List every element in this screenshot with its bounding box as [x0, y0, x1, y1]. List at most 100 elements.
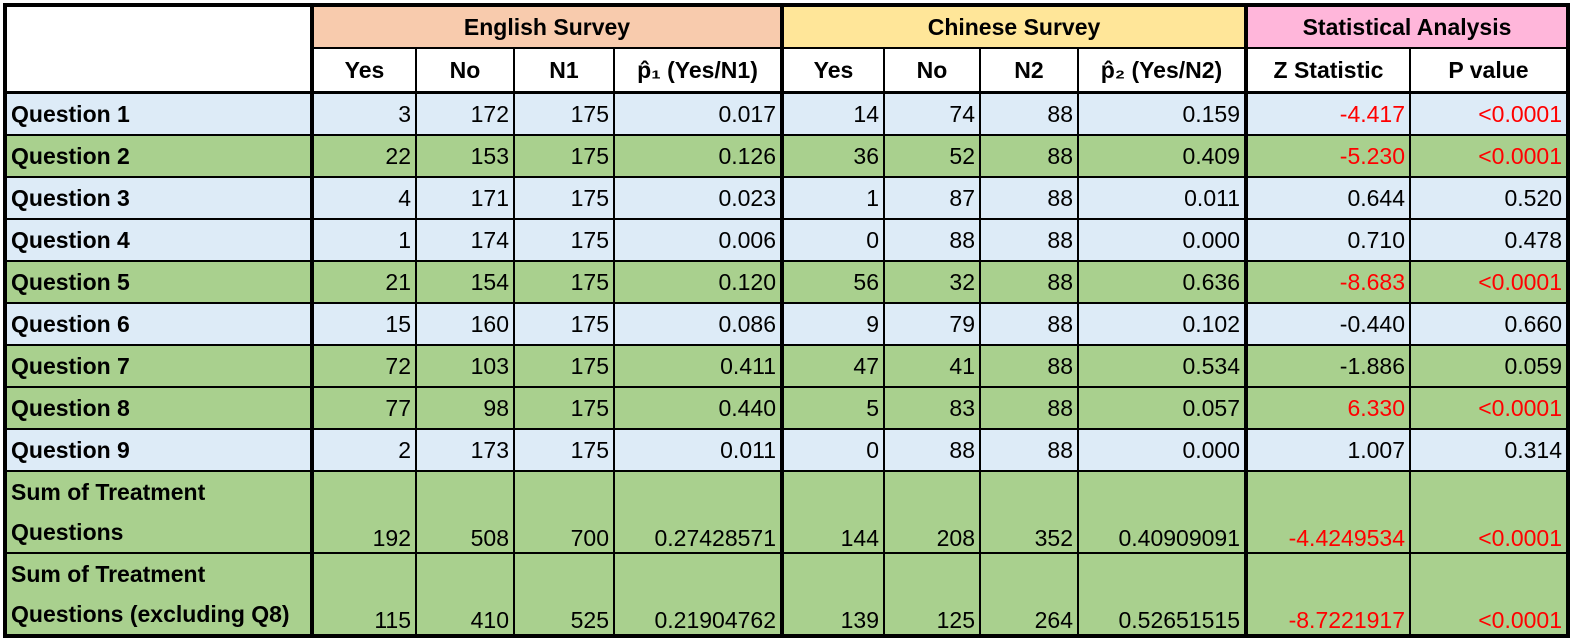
- row-label: Question 5: [4, 260, 313, 304]
- table-cell: 0: [780, 218, 885, 262]
- row-label: Question 3: [4, 176, 313, 220]
- table-cell: 175: [513, 176, 615, 220]
- table-cell: 0.120: [613, 260, 783, 304]
- column-header: N2: [979, 47, 1079, 94]
- table-cell: 154: [415, 260, 515, 304]
- table-cell: 192: [310, 470, 417, 554]
- table-cell: 4: [310, 176, 417, 220]
- table-cell: 0.057: [1077, 386, 1247, 430]
- column-header: P value: [1409, 47, 1569, 94]
- table-cell: 115: [310, 552, 417, 637]
- column-header: p̂₂ (Yes/N2): [1077, 47, 1247, 94]
- table-cell: 0.159: [1077, 91, 1247, 136]
- row-label: Question 8: [4, 386, 313, 430]
- table-cell: 125: [883, 552, 981, 637]
- table-cell: 41: [883, 344, 981, 388]
- group-header-english: English Survey: [310, 4, 783, 49]
- z-statistic-cell: -4.4249534: [1244, 470, 1411, 554]
- table-cell: 52: [883, 134, 981, 178]
- corner-cell: [4, 4, 313, 94]
- table-cell: 83: [883, 386, 981, 430]
- table-cell: 72: [310, 344, 417, 388]
- table-cell: 410: [415, 552, 515, 637]
- table-cell: 0.40909091: [1077, 470, 1247, 554]
- table-cell: 36: [780, 134, 885, 178]
- p-value-cell: 0.520: [1409, 176, 1569, 220]
- table-cell: 0.086: [613, 302, 783, 346]
- table-cell: 175: [513, 344, 615, 388]
- p-value-cell: <0.0001: [1409, 134, 1569, 178]
- table-cell: 352: [979, 470, 1079, 554]
- table-cell: 103: [415, 344, 515, 388]
- table-row: Question 8 77 98 175 0.440 5 83 88 0.057 6.330 <0.…: [4, 386, 1569, 430]
- table-cell: 56: [780, 260, 885, 304]
- row-label: Question 4: [4, 218, 313, 262]
- p-value-cell: 0.059: [1409, 344, 1569, 388]
- table-cell: 0.017: [613, 91, 783, 136]
- column-header: Z Statistic: [1244, 47, 1411, 94]
- p-value-cell: <0.0001: [1409, 552, 1569, 637]
- row-label: Sum of Treatment Questions (excluding Q8…: [4, 552, 313, 637]
- z-statistic-cell: -8.7221917: [1244, 552, 1411, 637]
- table-cell: 264: [979, 552, 1079, 637]
- table-cell: 77: [310, 386, 417, 430]
- table-row: Question 5 21 154 175 0.120 56 32 88 0.636 -8.683…: [4, 260, 1569, 304]
- p-value-cell: 0.478: [1409, 218, 1569, 262]
- table-cell: 175: [513, 428, 615, 472]
- row-label: Question 1: [4, 91, 313, 136]
- z-statistic-cell: -0.440: [1244, 302, 1411, 346]
- row-label: Question 2: [4, 134, 313, 178]
- table-cell: 88: [979, 134, 1079, 178]
- table-cell: 15: [310, 302, 417, 346]
- table-row: Question 2 22 153 175 0.126 36 52 88 0.409 -5.230…: [4, 134, 1569, 178]
- survey-results-table: English Survey Chinese Survey Statistica…: [3, 3, 1570, 638]
- table-cell: 88: [979, 91, 1079, 136]
- table-cell: 0.023: [613, 176, 783, 220]
- column-header: Yes: [310, 47, 417, 94]
- table-cell: 0.000: [1077, 218, 1247, 262]
- table-cell: 88: [979, 344, 1079, 388]
- z-statistic-cell: 0.644: [1244, 176, 1411, 220]
- table-cell: 0.27428571: [613, 470, 783, 554]
- table-cell: 175: [513, 91, 615, 136]
- z-statistic-cell: 1.007: [1244, 428, 1411, 472]
- z-statistic-cell: -5.230: [1244, 134, 1411, 178]
- p-value-cell: <0.0001: [1409, 470, 1569, 554]
- row-label: Question 7: [4, 344, 313, 388]
- z-statistic-cell: 6.330: [1244, 386, 1411, 430]
- table-cell: 47: [780, 344, 885, 388]
- table-row: Question 9 2 173 175 0.011 0 88 88 0.000 1.007 0.3…: [4, 428, 1569, 472]
- table-cell: 88: [883, 428, 981, 472]
- table-row: Question 4 1 174 175 0.006 0 88 88 0.000 0.710 0.4…: [4, 218, 1569, 262]
- column-header: Yes: [780, 47, 885, 94]
- table-cell: 0.440: [613, 386, 783, 430]
- table-cell: 88: [979, 176, 1079, 220]
- table-cell: 525: [513, 552, 615, 637]
- table-cell: 0.52651515: [1077, 552, 1247, 637]
- table-cell: 160: [415, 302, 515, 346]
- p-value-cell: <0.0001: [1409, 91, 1569, 136]
- column-header: No: [415, 47, 515, 94]
- table-cell: 98: [415, 386, 515, 430]
- table-cell: 88: [979, 428, 1079, 472]
- row-label: Question 9: [4, 428, 313, 472]
- table-cell: 175: [513, 134, 615, 178]
- table-cell: 88: [979, 302, 1079, 346]
- table-cell: 175: [513, 260, 615, 304]
- table-cell: 0.409: [1077, 134, 1247, 178]
- group-header-stats: Statistical Analysis: [1244, 4, 1569, 49]
- table-cell: 74: [883, 91, 981, 136]
- table-cell: 2: [310, 428, 417, 472]
- row-label: Question 6: [4, 302, 313, 346]
- table-cell: 175: [513, 386, 615, 430]
- p-value-cell: 0.660: [1409, 302, 1569, 346]
- z-statistic-cell: -4.417: [1244, 91, 1411, 136]
- table-cell: 0.411: [613, 344, 783, 388]
- table-cell: 173: [415, 428, 515, 472]
- table-cell: 0: [780, 428, 885, 472]
- table-row: Question 1 3 172 175 0.017 14 74 88 0.159 -4.417 <…: [4, 91, 1569, 136]
- table-cell: 208: [883, 470, 981, 554]
- table-cell: 21: [310, 260, 417, 304]
- z-statistic-cell: -8.683: [1244, 260, 1411, 304]
- table-cell: 0.102: [1077, 302, 1247, 346]
